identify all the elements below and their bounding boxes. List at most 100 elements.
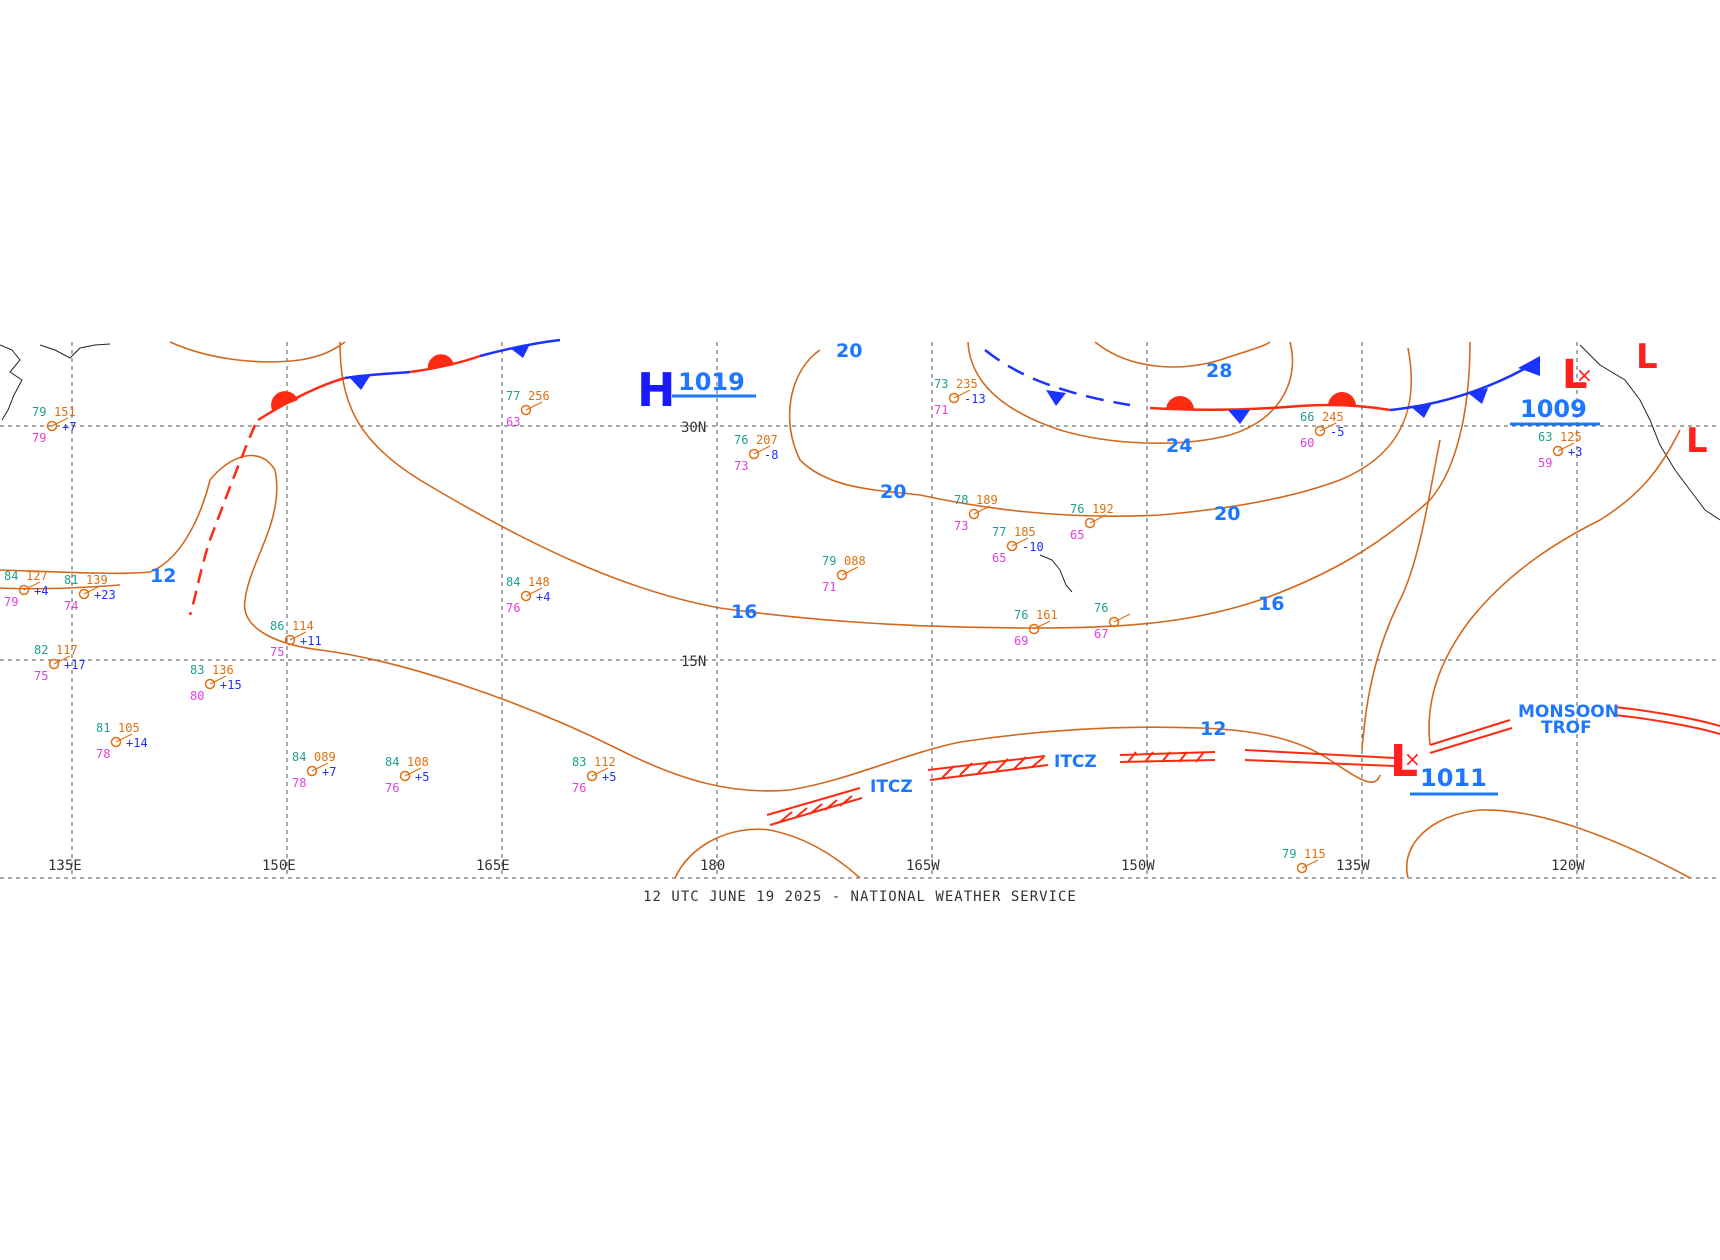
station-circle-icon [1028, 623, 1040, 635]
station-circle-icon [46, 420, 58, 432]
warm-front-semicircle-icon [1166, 396, 1194, 410]
station-temperature: 69 [1014, 634, 1028, 648]
isobar-label: 28 [1206, 360, 1232, 382]
station-tendency: +7 [62, 420, 76, 434]
station-dewpoint: 77 [506, 389, 520, 403]
stationary-front-west [188, 338, 561, 616]
wind-barb-icon [591, 767, 609, 777]
wind-barb-icon [404, 767, 422, 777]
wind-barb-icon [1033, 620, 1051, 630]
station-temperature: 75 [34, 669, 48, 683]
isobar-label: 24 [1166, 435, 1192, 457]
station-circle-icon [1108, 616, 1120, 628]
station-tendency: -13 [964, 392, 986, 406]
station-dewpoint: 78 [954, 493, 968, 507]
station-dewpoint: 79 [822, 554, 836, 568]
isobar-1008-jp [0, 584, 121, 590]
wind-barb-icon [83, 585, 101, 595]
station-circle-icon [78, 588, 90, 600]
lon-label-165w: 165W [906, 858, 940, 874]
station-plot: 84 089 78 +7 [292, 750, 336, 790]
warm-front-semicircle-icon [427, 354, 454, 370]
coastline-japan-islands [39, 343, 111, 359]
wind-barb-icon [1319, 422, 1337, 432]
itcz-band-east [1119, 751, 1216, 763]
lon-label-150e: 150E [262, 858, 296, 874]
high-pressure-icon: H [637, 363, 676, 417]
wind-barb-icon [289, 631, 307, 641]
station-pressure: 151 [54, 405, 76, 419]
isobar-label: 16 [1258, 593, 1284, 615]
station-temperature: 67 [1094, 627, 1108, 641]
station-plot: 76 192 65 [1070, 502, 1114, 542]
station-plots: 84 127 79 +4 81 139 74 +23 82 117 75 +17 81 105 78 +14 7… [4, 377, 1582, 874]
monsoon-trough-line [1614, 706, 1720, 735]
itcz-line-east [1244, 749, 1396, 767]
lon-label-120w: 120W [1551, 858, 1585, 874]
wind-barb-icon [115, 733, 133, 743]
lon-label-180: 180 [700, 858, 725, 874]
station-tendency: +4 [536, 590, 550, 604]
wind-barb-icon [973, 505, 991, 515]
station-plot: 76 67 [1094, 601, 1131, 641]
cold-front-triangle-icon [1046, 390, 1066, 406]
station-pressure: 207 [756, 433, 778, 447]
itcz-band-west [766, 787, 863, 826]
station-pressure: 114 [292, 619, 314, 633]
station-plot: 78 189 73 [954, 493, 998, 533]
station-dewpoint: 76 [1094, 601, 1108, 615]
wind-barb-icon [841, 566, 859, 576]
isobar-1020 [788, 347, 1413, 517]
station-tendency: +17 [64, 658, 86, 672]
trof-label: TROF [1541, 718, 1592, 738]
station-tendency: +14 [126, 736, 148, 750]
station-pressure: 161 [1036, 608, 1058, 622]
station-plot: 79 088 71 [822, 554, 866, 594]
isobar-label: 20 [836, 340, 862, 362]
station-temperature: 60 [1300, 436, 1314, 450]
isobar-label: 16 [731, 601, 757, 623]
stationary-front-east [984, 349, 1541, 424]
station-pressure: 192 [1092, 502, 1114, 516]
station-pressure: 125 [1560, 430, 1582, 444]
station-tendency: +15 [220, 678, 242, 692]
itcz-label: ITCZ [1054, 752, 1097, 772]
coastline-hawaii [1039, 554, 1073, 593]
station-circle-icon [110, 736, 122, 748]
wind-barb-icon [1011, 537, 1029, 547]
station-tendency: +3 [1568, 445, 1582, 459]
station-dewpoint: 63 [1538, 430, 1552, 444]
low-center-x-icon: × [1404, 747, 1421, 771]
station-circle-icon [1006, 540, 1018, 552]
station-plot: 83 136 80 +15 [190, 663, 242, 703]
isobar-1024 [967, 341, 1294, 445]
cold-front-triangle-icon [350, 376, 370, 390]
trough-dashed [188, 424, 257, 616]
front-segment-cold [1389, 358, 1541, 412]
station-dewpoint: 83 [190, 663, 204, 677]
station-pressure: 235 [956, 377, 978, 391]
station-pressure: 256 [528, 389, 550, 403]
station-dewpoint: 82 [34, 643, 48, 657]
station-temperature: 76 [572, 781, 586, 795]
station-plot: 82 117 75 +17 [34, 643, 86, 683]
station-plot: 63 125 59 +3 [1538, 430, 1582, 470]
station-plot: 84 127 79 +4 [4, 569, 48, 609]
station-pressure: 105 [118, 721, 140, 735]
wind-barb-icon [53, 655, 71, 665]
warm-front-semicircle-icon [1328, 392, 1356, 406]
lon-label-135e: 135E [48, 858, 82, 874]
station-plot: 76 161 69 [1014, 608, 1058, 648]
station-dewpoint: 76 [1014, 608, 1028, 622]
lon-label-165e: 165E [476, 858, 510, 874]
wind-barb-icon [1301, 859, 1319, 869]
station-temperature: 71 [822, 580, 836, 594]
station-circle-icon [1296, 862, 1308, 874]
isobar-label: 20 [1214, 503, 1240, 525]
itcz-hatch [1127, 751, 1205, 763]
low-pressure-icon: L [1636, 337, 1658, 377]
wind-barb-icon [1113, 613, 1131, 623]
station-tendency: -8 [764, 448, 778, 462]
isobar-label: 12 [1200, 718, 1226, 740]
